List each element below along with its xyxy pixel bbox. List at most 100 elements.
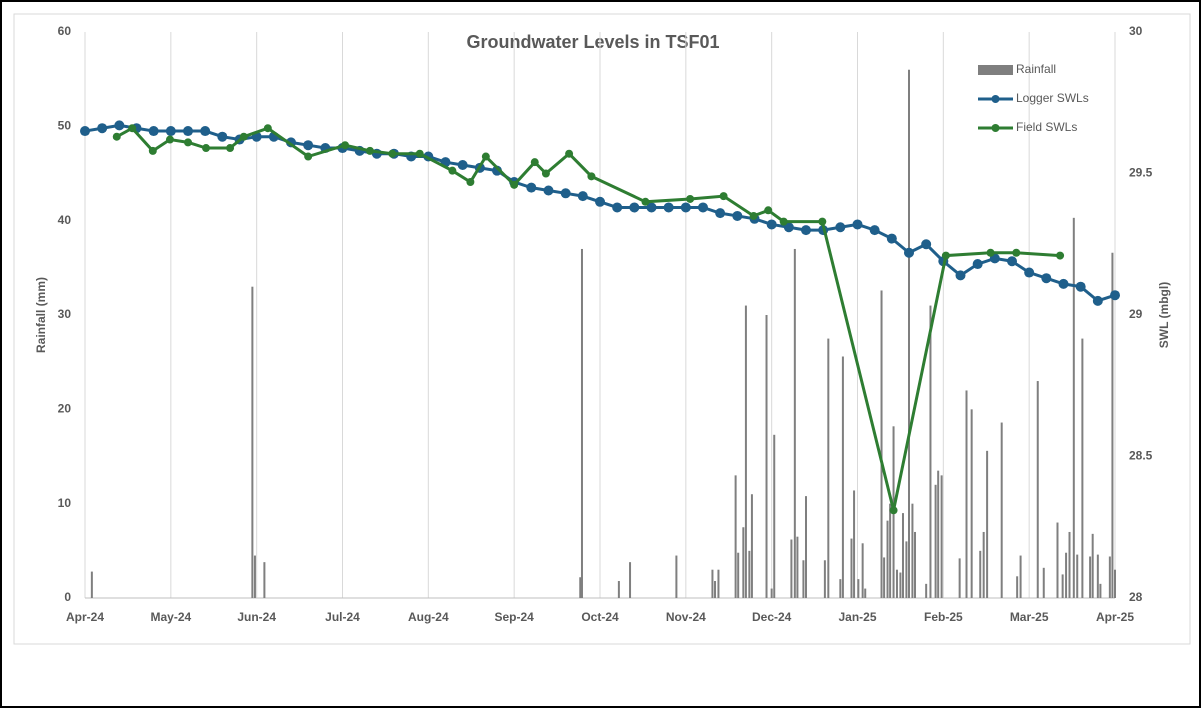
bar [889, 503, 892, 598]
y-tick-label: 50 [58, 119, 72, 133]
marker [680, 202, 691, 213]
marker [239, 132, 248, 141]
bar [864, 588, 867, 598]
marker [921, 239, 932, 250]
bar [883, 557, 886, 598]
marker [114, 120, 125, 131]
chart-title: Groundwater Levels in TSF01 [466, 32, 719, 52]
marker [526, 182, 537, 193]
bar [765, 315, 768, 598]
bar [853, 490, 856, 598]
marker [1058, 278, 1069, 289]
y2-tick-label: 28.5 [1129, 449, 1153, 463]
x-tick-label: Feb-25 [924, 610, 963, 624]
marker [128, 124, 137, 133]
marker [263, 124, 272, 133]
bar [1111, 252, 1114, 599]
bar [1076, 554, 1079, 598]
marker [481, 152, 490, 161]
bar [1091, 533, 1094, 598]
marker [448, 166, 457, 175]
bar [251, 286, 254, 598]
marker [112, 132, 121, 141]
marker [341, 141, 350, 150]
x-tick-label: Jan-25 [838, 610, 876, 624]
marker [766, 219, 777, 230]
marker [200, 126, 211, 137]
bar [911, 503, 914, 598]
bar [737, 552, 740, 598]
marker [869, 225, 880, 236]
marker [1075, 281, 1086, 292]
legend-marker [991, 95, 1000, 103]
bar [90, 571, 93, 598]
x-tick-label: May-24 [150, 610, 191, 624]
marker [732, 210, 743, 221]
marker [457, 160, 468, 171]
marker [226, 144, 235, 153]
bar [823, 560, 826, 598]
marker [165, 135, 174, 144]
marker [886, 233, 897, 244]
marker [719, 192, 728, 201]
legend-label: Logger SWLs [1016, 91, 1089, 105]
x-tick-label: Dec-24 [752, 610, 792, 624]
marker [1024, 267, 1035, 278]
bar [711, 569, 714, 598]
marker [1007, 256, 1017, 267]
x-tick-label: Jul-24 [325, 610, 360, 624]
marker [749, 211, 758, 220]
marker [530, 158, 539, 167]
chart-area [13, 13, 1191, 645]
y2-tick-label: 29 [1129, 307, 1143, 321]
bar [965, 390, 968, 598]
y2-tick-label: 29.5 [1129, 166, 1153, 180]
bar [796, 536, 799, 598]
marker [217, 131, 228, 142]
bar [617, 581, 620, 598]
marker [779, 217, 788, 226]
marker [388, 149, 397, 158]
marker [560, 188, 571, 199]
marker [1092, 295, 1103, 306]
legend-label: Rainfall [1016, 62, 1056, 76]
bar [1108, 556, 1111, 598]
bar [1056, 522, 1059, 598]
bar [880, 290, 883, 598]
bar [905, 541, 908, 598]
marker [955, 270, 966, 281]
bar [734, 475, 737, 598]
marker [904, 247, 914, 258]
legend-marker [991, 124, 1000, 132]
bar [750, 494, 753, 598]
bar [793, 248, 796, 598]
bar [790, 539, 793, 598]
y-tick-label: 20 [58, 402, 72, 416]
bar [934, 484, 937, 598]
bar [901, 513, 904, 598]
y-tick-label: 10 [58, 496, 72, 510]
bar [925, 583, 928, 598]
bar [1068, 531, 1071, 598]
bar [908, 69, 910, 598]
bar [1089, 556, 1092, 598]
bar [895, 569, 898, 598]
bar [850, 538, 853, 598]
bar [717, 569, 720, 598]
y-tick-label: 30 [58, 307, 72, 321]
y-axis-label: Rainfall (mm) [34, 277, 48, 353]
marker [184, 138, 192, 147]
bar [1114, 569, 1116, 598]
marker [148, 146, 157, 155]
marker [941, 251, 950, 260]
line [116, 126, 1061, 511]
marker [852, 219, 863, 230]
legend-label: Field SWLs [1016, 120, 1077, 134]
bar [742, 527, 745, 598]
x-tick-label: Mar-25 [1010, 610, 1049, 624]
bar [1036, 381, 1039, 598]
marker [510, 180, 519, 189]
bar [580, 248, 583, 598]
